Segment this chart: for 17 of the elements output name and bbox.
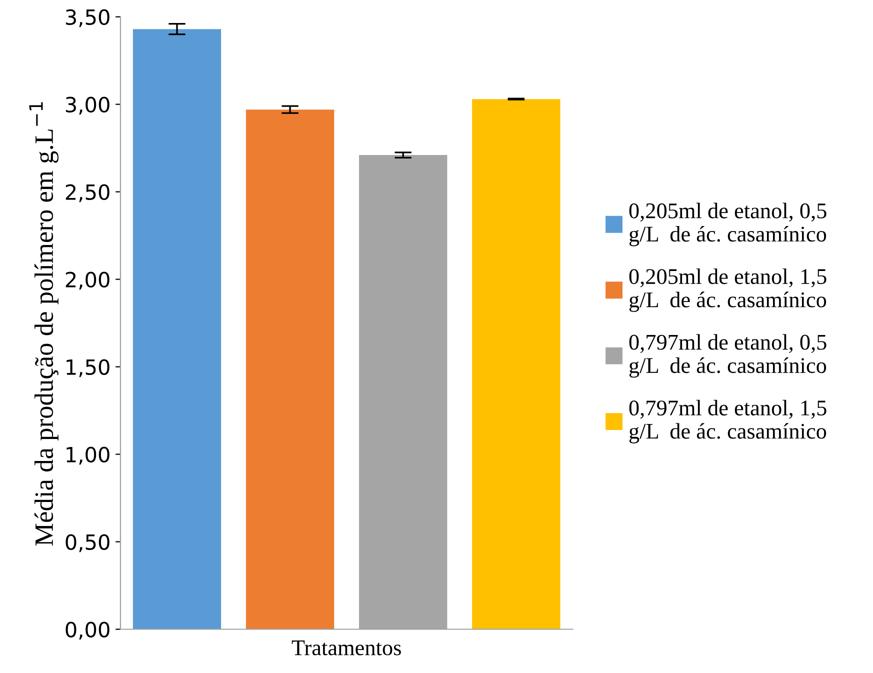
y-tick-label: 2,00: [66, 272, 110, 290]
bar: [132, 29, 222, 630]
y-tick-label: 3,00: [66, 96, 110, 115]
legend-label: 0,797ml de etanol, 1,5 g/L de ác. casamínico: [629, 400, 826, 444]
legend-label: 0,797ml de etanol, 0,5 g/L de ác. casamínico: [629, 334, 826, 378]
legend-label: 0,205ml de etanol, 1,5 g/L de ác. casamínico: [629, 268, 826, 312]
y-tick-label: 3,50: [66, 9, 110, 28]
y-tick-label: 0,00: [66, 622, 110, 640]
bar: [246, 110, 334, 630]
x-axis-title: Tratamentos: [292, 640, 401, 656]
y-tick-label: 1,50: [66, 359, 110, 378]
y-tick-label: 0,50: [66, 534, 110, 552]
y-axis-title: Média da produção de polímero em g.L$^{−1}$: [29, 102, 59, 546]
legend-label: 0,205ml de etanol, 0,5 g/L de ác. casamínico: [629, 202, 826, 246]
y-tick-label: 2,50: [66, 184, 110, 202]
y-tick-label: 1,00: [66, 446, 110, 465]
bar: [472, 99, 560, 630]
